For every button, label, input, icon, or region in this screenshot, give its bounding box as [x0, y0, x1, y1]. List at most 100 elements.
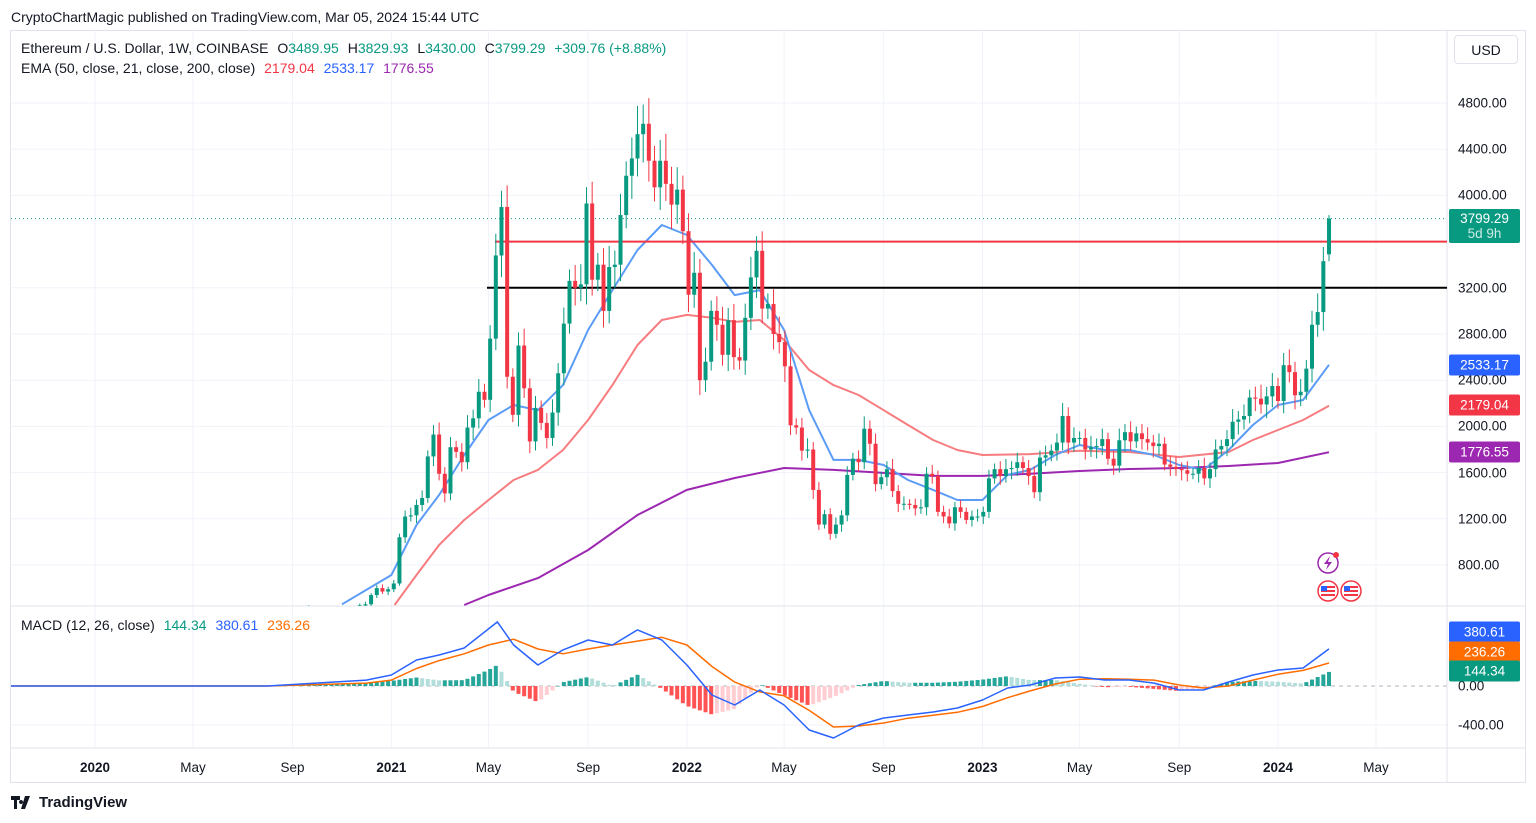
macd-histogram-bar [595, 680, 600, 686]
time-label: May [180, 760, 206, 775]
macd-hist-value: 144.34 [163, 617, 207, 633]
macd-histogram-bar [352, 683, 357, 686]
candle-body [1247, 397, 1252, 417]
macd-histogram-bar [850, 686, 855, 688]
symbol-legend[interactable]: Ethereum / U.S. Dollar, 1W, COINBASE O34… [21, 40, 666, 56]
candle-body [324, 615, 328, 618]
currency-button[interactable]: USD [1454, 35, 1518, 64]
macd-histogram-bar [1083, 684, 1088, 686]
ema-legend[interactable]: EMA (50, close, 21, close, 200, close) 2… [21, 60, 434, 76]
us-flag-event-icon[interactable] [1317, 580, 1339, 602]
price-tick: 4800.00 [1458, 95, 1507, 111]
candle-body [839, 515, 844, 525]
open-value: 3489.95 [288, 40, 339, 56]
macd-histogram-bar [442, 680, 447, 686]
candle-body [584, 203, 589, 285]
macd-histogram-bar [822, 686, 827, 701]
candle [1207, 462, 1212, 489]
candle-body [607, 267, 612, 311]
candle [516, 332, 521, 427]
candle [1310, 310, 1315, 383]
macd-histogram-bar [816, 686, 821, 703]
macd-histogram-bar [788, 686, 793, 698]
macd-histogram-bar [1281, 682, 1286, 686]
macd-histogram-bar [1321, 674, 1326, 686]
macd-line-value: 380.61 [215, 617, 259, 633]
candle-body [754, 250, 759, 278]
candle [1139, 423, 1144, 450]
publish-line: CryptoChartMagic published on TradingVie… [11, 9, 480, 25]
candle-body [510, 376, 515, 415]
macd-histogram-bar [1264, 681, 1269, 686]
macd-histogram-bar [629, 677, 634, 686]
candle [624, 161, 629, 229]
candle-body [295, 612, 299, 613]
candle [380, 584, 385, 594]
horizontal-levels[interactable] [11, 218, 1447, 289]
macd-histogram-bar [522, 686, 527, 697]
candle-body [1100, 439, 1105, 447]
candle-body [816, 489, 821, 525]
candle-body [947, 516, 952, 524]
tradingview-logo[interactable]: TradingView [11, 794, 127, 811]
candle [646, 98, 651, 182]
macd-legend[interactable]: MACD (12, 26, close) 144.34 380.61 236.2… [21, 617, 310, 633]
macd-histogram-bar [1145, 686, 1150, 689]
candle [1105, 432, 1110, 465]
candle-body [442, 473, 447, 494]
candle [601, 248, 606, 328]
candle [856, 450, 861, 472]
macd-tick: 0.00 [1458, 678, 1485, 694]
macd-histogram-bar [544, 686, 549, 695]
candle-body [476, 391, 481, 419]
candle [1293, 361, 1298, 410]
candle-body [301, 608, 305, 612]
candle-body [1066, 416, 1071, 443]
macd-histogram-bar [380, 681, 385, 686]
candle-body [680, 189, 685, 232]
macd-histogram-bar [924, 682, 929, 686]
us-flag-event-icon[interactable] [1340, 580, 1362, 602]
candle [765, 293, 770, 320]
macd-histogram-bar [726, 686, 731, 711]
candle-body [341, 615, 345, 617]
candle-body [335, 616, 339, 617]
macd-histogram-bar [731, 686, 736, 710]
macd-histogram-bar [607, 684, 612, 686]
candle [363, 601, 368, 606]
candle [839, 510, 844, 532]
macd-histogram-bar [1111, 686, 1116, 688]
candle [550, 399, 555, 446]
macd-histogram-bar [1100, 686, 1105, 687]
time-label: Sep [1167, 760, 1192, 775]
candle-body [1077, 437, 1082, 439]
candle [448, 437, 453, 501]
candle [1026, 460, 1031, 485]
macd-histogram-bar [941, 682, 946, 686]
candle [1156, 433, 1161, 455]
last-price: 3799.29 [1460, 211, 1509, 226]
candle-body [493, 255, 498, 339]
candle [924, 467, 929, 516]
candle-body [329, 616, 333, 618]
candle-body [907, 503, 912, 505]
candle [561, 307, 566, 386]
candle [522, 328, 527, 398]
lightning-icon[interactable] [1317, 552, 1339, 574]
candle [930, 464, 935, 484]
candle-body [1173, 466, 1178, 470]
macd-histogram-bar [748, 686, 753, 693]
candle-body [884, 469, 889, 478]
candle [1270, 372, 1275, 408]
candle [1213, 439, 1218, 478]
candle [1196, 460, 1201, 483]
macd-histogram-bar [771, 686, 776, 691]
candle-body [318, 615, 322, 617]
candle [403, 510, 408, 544]
macd-histogram-bar [1026, 679, 1031, 686]
candle-body [1094, 446, 1099, 448]
candle-body [352, 610, 356, 613]
candle-body [1032, 476, 1037, 493]
candle-body [601, 264, 606, 311]
